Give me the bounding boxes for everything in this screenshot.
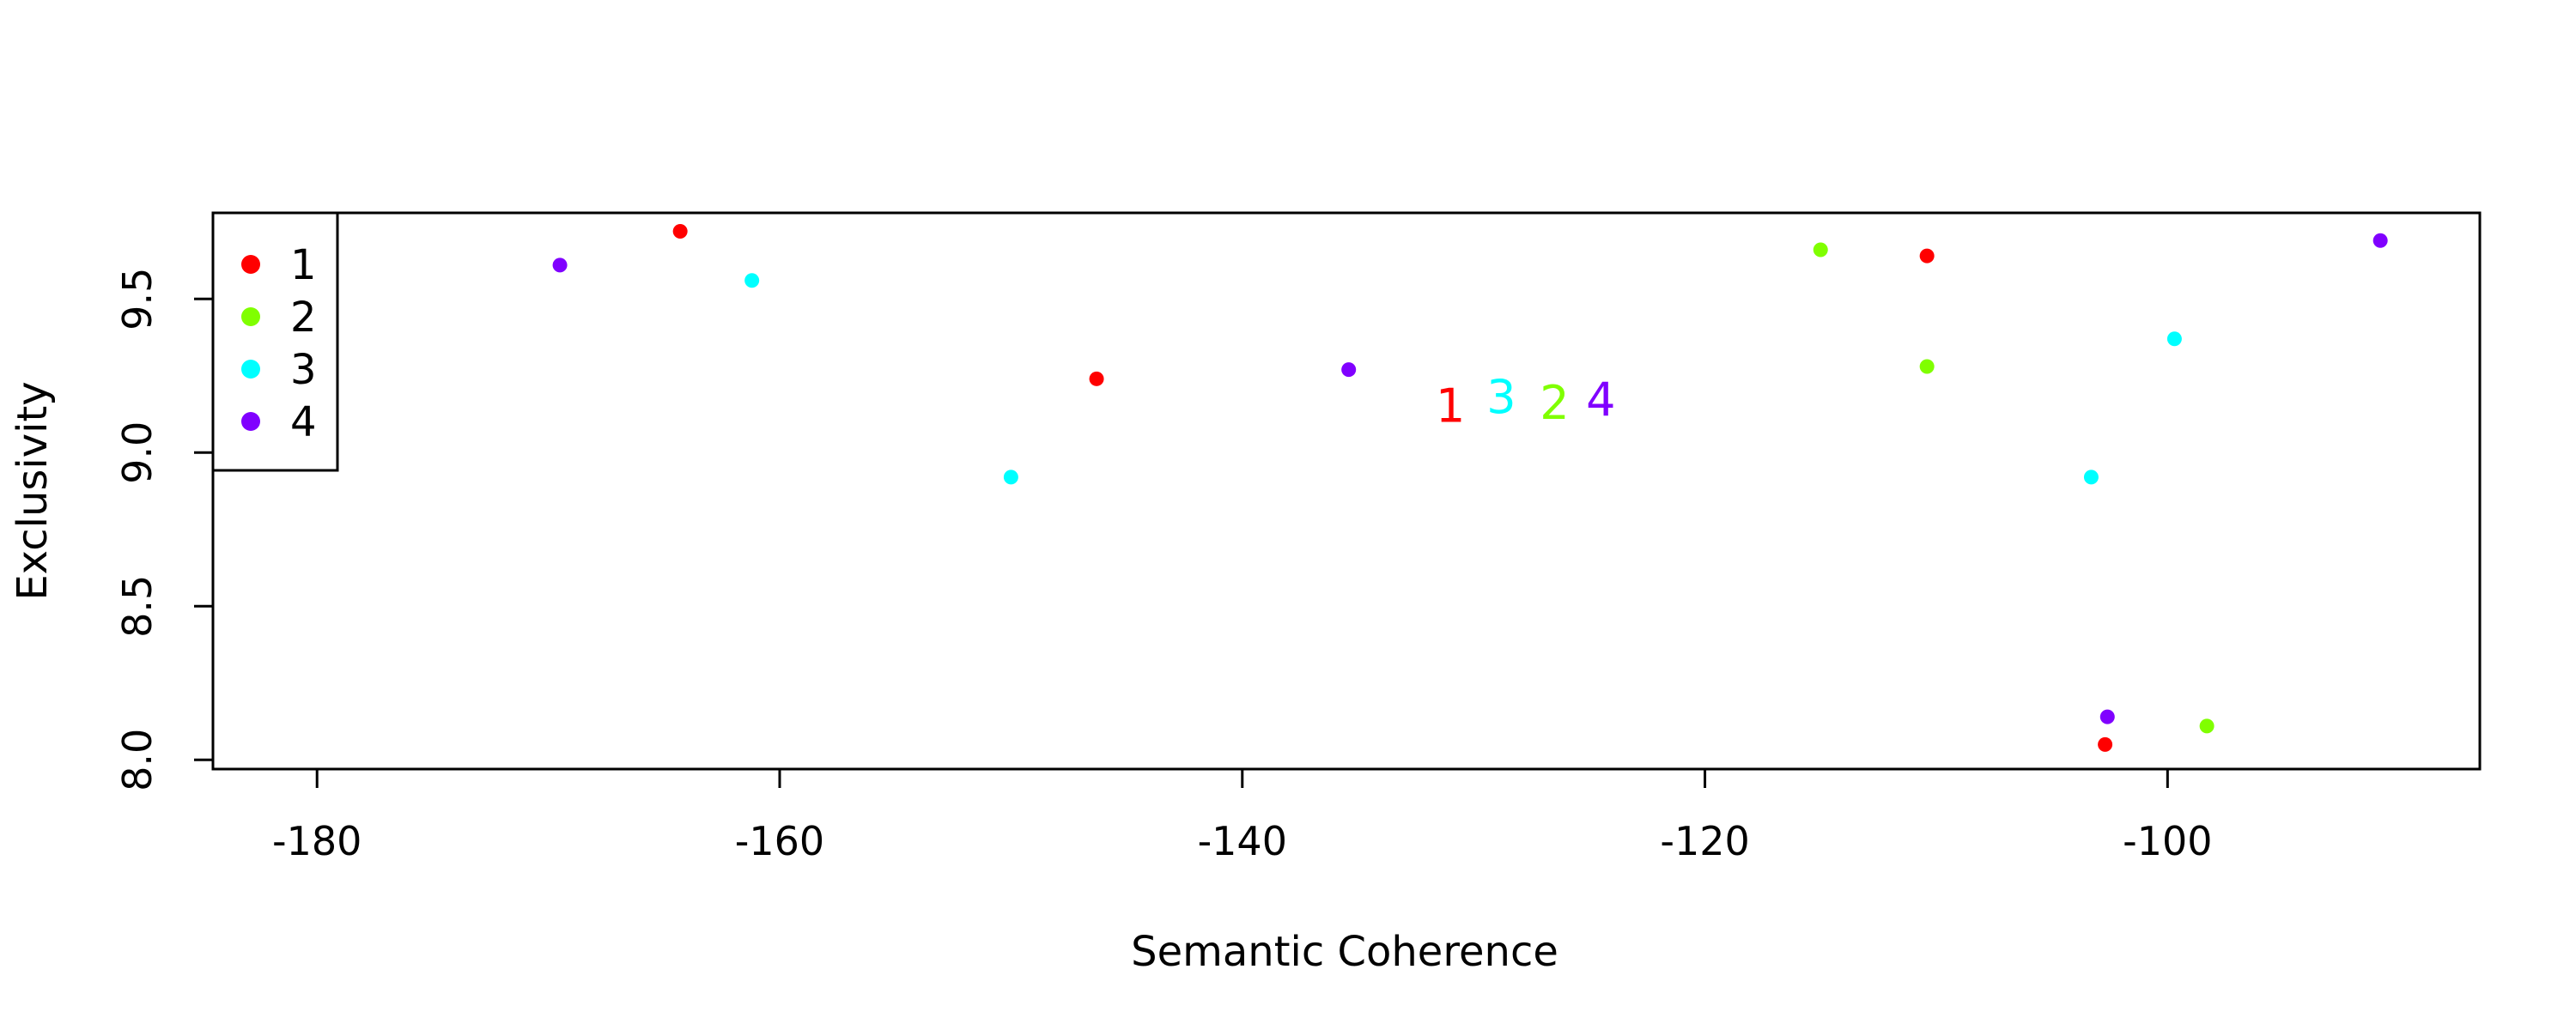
x-tick-label: -100 bbox=[2123, 818, 2212, 864]
y-axis-title: Exclusivity bbox=[9, 381, 57, 600]
data-point-series-4 bbox=[552, 258, 568, 273]
data-point-series-3 bbox=[1003, 470, 1018, 485]
series-label-3: 3 bbox=[1486, 370, 1516, 424]
legend-marker-2 bbox=[241, 307, 260, 326]
data-point-series-1 bbox=[1919, 248, 1935, 264]
legend-label-2: 2 bbox=[290, 294, 317, 342]
x-tick-label: -160 bbox=[735, 818, 824, 864]
data-points bbox=[552, 223, 2388, 752]
y-tick-label: 8.0 bbox=[114, 729, 161, 791]
y-tick-label: 8.5 bbox=[114, 575, 161, 638]
x-axis: -180 -160 -140 -120 -100 bbox=[272, 767, 2213, 864]
legend-label-1: 1 bbox=[290, 241, 317, 289]
series-centroid-labels: 1 23 4 bbox=[1436, 370, 1615, 433]
legend: 1 234 bbox=[211, 211, 339, 472]
series-label-2: 2 bbox=[1540, 376, 1569, 430]
legend-box bbox=[211, 211, 339, 472]
data-point-series-3 bbox=[2083, 470, 2099, 485]
data-point-series-4 bbox=[2372, 233, 2388, 248]
y-axis: 8.0 8.5 9.0 9.5 bbox=[114, 268, 215, 791]
x-tick-label: -140 bbox=[1198, 818, 1287, 864]
data-point-series-3 bbox=[744, 273, 760, 288]
data-point-series-2 bbox=[1813, 242, 1828, 258]
legend-marker-4 bbox=[241, 412, 260, 431]
data-point-series-2 bbox=[2199, 718, 2215, 734]
data-point-series-3 bbox=[2166, 331, 2182, 347]
data-point-series-1 bbox=[2098, 736, 2113, 752]
legend-marker-1 bbox=[241, 255, 260, 274]
data-point-series-1 bbox=[1089, 371, 1104, 386]
x-tick-label: -180 bbox=[272, 818, 361, 864]
plot-area-frame bbox=[211, 211, 2482, 771]
legend-marker-3 bbox=[241, 360, 260, 379]
data-point-series-4 bbox=[1341, 362, 1357, 378]
data-point-series-1 bbox=[672, 223, 688, 239]
data-point-series-2 bbox=[1919, 359, 1935, 374]
y-tick-label: 9.5 bbox=[114, 268, 161, 330]
data-point-series-4 bbox=[2099, 709, 2115, 724]
y-tick-label: 9.0 bbox=[114, 421, 161, 484]
legend-label-4: 4 bbox=[290, 398, 317, 446]
x-axis-title: Semantic Coherence bbox=[1131, 928, 1558, 976]
x-tick-label: -120 bbox=[1660, 818, 1749, 864]
legend-label-3: 3 bbox=[290, 346, 317, 394]
series-label-4: 4 bbox=[1586, 373, 1615, 427]
series-label-1: 1 bbox=[1436, 379, 1465, 433]
